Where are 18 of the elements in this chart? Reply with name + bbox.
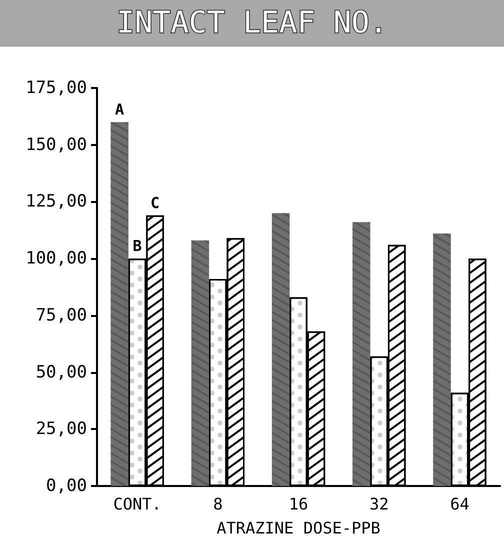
y-tick-label: 25,00 [36,419,87,440]
y-tick-label: 100,00 [26,248,87,269]
y-tick-label: 125,00 [26,192,87,212]
y-tick-label: 0,00 [46,476,87,496]
x-axis-title: ATRAZINE DOSE-PPB [216,518,380,538]
series-label: C [150,194,160,212]
x-tick-label: 16 [288,494,308,514]
y-tick-label: 150,00 [26,134,87,155]
x-tick-label: CONT. [113,494,162,514]
x-tick-label: 32 [369,494,389,514]
y-tick-label: 175,00 [26,78,87,98]
x-tick-label: 8 [213,494,223,514]
series-label: A [115,100,124,119]
chart-title: INTACT LEAF NO. [116,6,388,40]
y-tick-label: 75,00 [36,305,87,326]
series-label: B [132,237,142,256]
x-tick-label: 64 [450,494,470,514]
y-tick-label: 50,00 [36,362,87,382]
